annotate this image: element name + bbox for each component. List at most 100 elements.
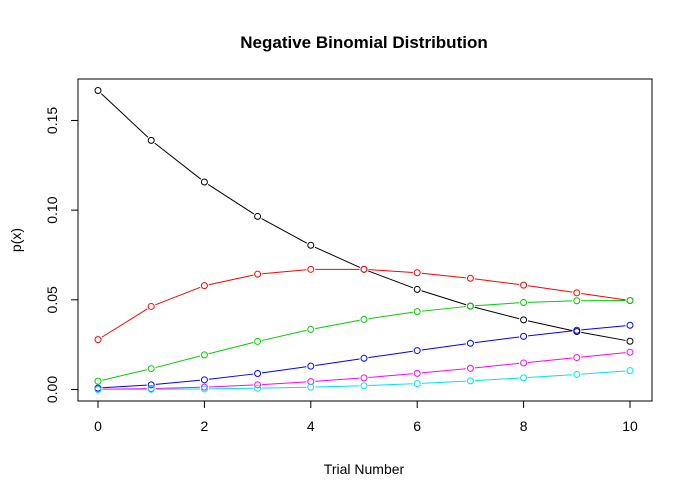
data-point: [466, 339, 474, 347]
data-point: [147, 365, 155, 373]
series: [94, 348, 634, 393]
data-point: [413, 347, 421, 355]
series-line-segment: [368, 373, 413, 378]
series-line-segment: [102, 384, 147, 389]
series-line-segment: [527, 285, 573, 293]
y-tick-label: 0.15: [44, 107, 60, 134]
series-line-segment: [368, 383, 413, 387]
data-point: [520, 332, 528, 340]
series-line-segment: [421, 306, 466, 312]
series-line-segment: [155, 379, 200, 385]
data-point: [466, 302, 474, 310]
data-point: [254, 384, 262, 392]
data-point: [200, 376, 208, 384]
series-line-segment: [368, 350, 413, 359]
data-point: [254, 270, 262, 278]
plot-frame: [77, 78, 653, 402]
data-point: [520, 359, 528, 367]
data-point: [147, 136, 155, 144]
data-point: [360, 315, 368, 323]
data-point: [573, 326, 581, 334]
series-line-segment: [474, 377, 520, 382]
data-point: [307, 325, 315, 333]
data-point: [520, 281, 528, 289]
series: [94, 321, 634, 392]
data-point: [307, 265, 315, 273]
series-line-segment: [262, 381, 307, 386]
data-point: [466, 377, 474, 385]
series-line-segment: [368, 311, 413, 320]
series-line-segment: [208, 384, 254, 388]
data-point: [413, 369, 421, 377]
series-line-segment: [261, 329, 307, 341]
data-point: [307, 362, 315, 370]
data-point: [94, 87, 102, 94]
y-tick-label: 0.05: [44, 286, 60, 313]
data-point: [573, 354, 581, 362]
series-line-segment: [474, 278, 520, 286]
series-line-segment: [208, 387, 254, 390]
series-line-segment: [581, 331, 626, 341]
series-line-segment: [207, 184, 255, 215]
series-line-segment: [474, 302, 520, 307]
series-line-segment: [527, 320, 573, 332]
data-point: [200, 282, 208, 290]
x-axis: 0 2 4 6 8 10: [94, 400, 638, 434]
series-line-segment: [421, 380, 466, 384]
x-tick-label: 4: [307, 418, 315, 434]
series-line-segment: [528, 300, 573, 303]
series-line-segment: [101, 308, 148, 338]
series-line-segment: [528, 357, 573, 363]
data-point: [94, 386, 102, 393]
series-line-segment: [474, 336, 520, 344]
y-axis: 0.00 0.05 0.10 0.15: [44, 107, 79, 403]
series: [94, 265, 634, 344]
series-line-segment: [528, 374, 573, 379]
series-line-segment: [155, 355, 201, 369]
series-line-segment: [261, 218, 308, 244]
data-point: [413, 308, 421, 316]
series-line-segment: [155, 286, 201, 306]
y-tick-label: 0.10: [44, 196, 60, 223]
data-point: [466, 274, 474, 282]
data-point: [360, 354, 368, 362]
series-line-segment: [421, 272, 466, 279]
series-line-segment: [262, 386, 307, 389]
data-point: [573, 289, 581, 297]
series-line-segment: [262, 269, 307, 275]
data-point: [413, 285, 421, 293]
data-point: [573, 370, 581, 378]
series-line-segment: [155, 386, 200, 389]
data-point: [254, 370, 262, 378]
series-line-segment: [421, 343, 467, 351]
chart-title: Negative Binomial Distribution: [240, 33, 487, 52]
x-tick-label: 10: [622, 418, 638, 434]
series-line-segment: [368, 270, 414, 289]
data-point: [360, 265, 368, 273]
x-tick-label: 0: [94, 418, 102, 434]
series-layer: [94, 87, 634, 393]
x-tick-label: 6: [413, 418, 421, 434]
data-point: [520, 374, 528, 382]
series-line-segment: [474, 306, 520, 320]
series-line-segment: [421, 368, 466, 374]
data-point: [254, 212, 262, 220]
series: [94, 87, 634, 345]
series-line-segment: [208, 373, 254, 380]
series-line-segment: [315, 385, 360, 388]
data-point: [147, 385, 155, 393]
data-point: [200, 385, 208, 393]
series-line-segment: [208, 342, 254, 355]
data-point: [200, 351, 208, 359]
series-line-segment: [368, 269, 413, 273]
series-line-segment: [421, 290, 467, 306]
series: [94, 297, 634, 385]
data-point: [360, 374, 368, 382]
data-point: [520, 299, 528, 307]
data-point: [147, 302, 155, 310]
data-point: [413, 380, 421, 388]
series-line-segment: [208, 274, 254, 286]
data-point: [573, 297, 581, 305]
series: [94, 367, 634, 393]
